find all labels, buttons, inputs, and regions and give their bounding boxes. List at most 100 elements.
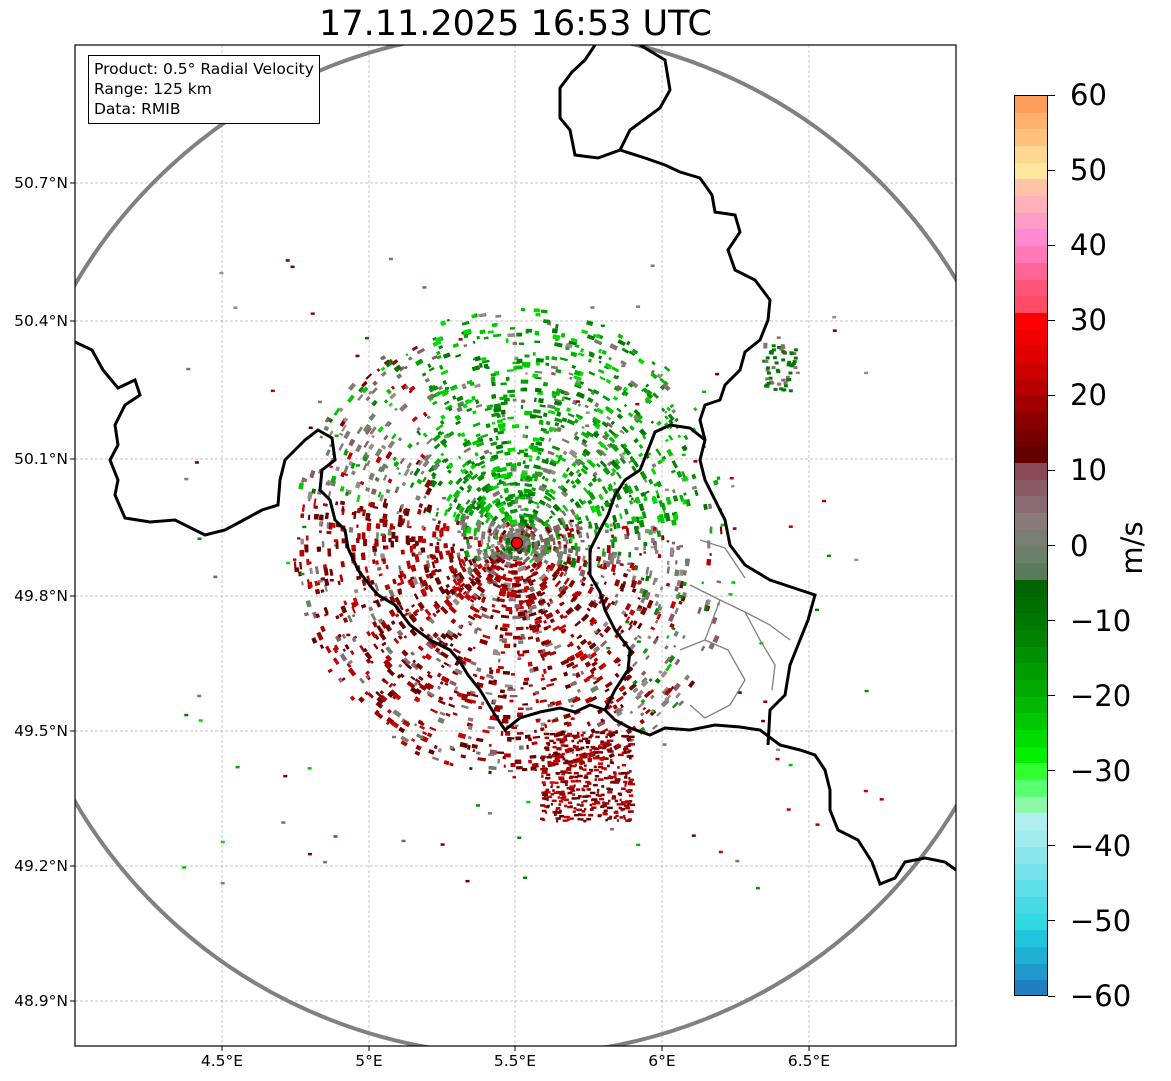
echo-pixel bbox=[604, 529, 609, 534]
echo-pixel bbox=[397, 437, 403, 442]
echo-pixel bbox=[439, 364, 444, 370]
echo-pixel bbox=[634, 546, 639, 551]
echo-pixel bbox=[675, 560, 678, 565]
echo-pixel bbox=[697, 606, 702, 614]
echo-pixel bbox=[479, 606, 488, 613]
echo-pixel bbox=[531, 500, 540, 506]
echo-pixel bbox=[446, 575, 451, 581]
echo-pixel bbox=[544, 477, 549, 482]
echo-pixel bbox=[470, 661, 477, 666]
echo-pixel bbox=[433, 744, 438, 749]
echo-pixel bbox=[438, 551, 444, 560]
echo-pixel bbox=[410, 661, 420, 671]
echo-pixel bbox=[542, 381, 549, 387]
echo-pixel bbox=[511, 570, 518, 575]
echo-pixel bbox=[448, 479, 454, 485]
echo-pixel bbox=[570, 351, 578, 358]
echo-pixel bbox=[628, 499, 634, 505]
echo-pixel bbox=[415, 441, 420, 446]
echo-pixel bbox=[654, 677, 661, 684]
echo-pixel bbox=[543, 319, 551, 324]
echo-pixel bbox=[563, 396, 571, 401]
echo-pixel bbox=[394, 596, 402, 606]
echo-pixel bbox=[598, 348, 603, 354]
echo-pixel bbox=[497, 758, 500, 764]
echo-pixel bbox=[440, 369, 449, 376]
echo-pixel bbox=[674, 607, 679, 615]
echo-pixel bbox=[422, 459, 430, 468]
echo-pixel bbox=[367, 692, 374, 699]
echo-pixel bbox=[415, 662, 424, 670]
echo-pixel bbox=[467, 566, 474, 574]
echo-pixel bbox=[446, 493, 453, 502]
echo-pixel bbox=[539, 591, 546, 597]
echo-pixel bbox=[306, 558, 310, 566]
echo-pixel bbox=[397, 634, 403, 640]
echo-pixel bbox=[581, 425, 585, 430]
echo-pixel bbox=[641, 677, 648, 684]
echo-pixel bbox=[390, 540, 394, 548]
echo-pixel bbox=[592, 473, 597, 479]
echo-pixel bbox=[520, 478, 523, 482]
echo-pixel bbox=[554, 700, 562, 707]
echo-pixel bbox=[619, 457, 627, 465]
echo-pixel bbox=[561, 417, 568, 423]
echo-pixel bbox=[652, 637, 659, 645]
echo-pixel bbox=[342, 648, 346, 652]
echo-pixel bbox=[598, 360, 602, 364]
echo-pixel bbox=[535, 441, 543, 447]
echo-pixel bbox=[517, 640, 524, 644]
echo-pixel bbox=[379, 518, 384, 524]
echo-pixel bbox=[390, 385, 396, 390]
echo-pixel bbox=[606, 545, 611, 554]
echo-pixel bbox=[535, 313, 541, 317]
echo-pixel bbox=[440, 632, 448, 640]
echo-pixel bbox=[524, 410, 533, 416]
echo-pixel bbox=[681, 634, 686, 640]
echo-pixel bbox=[639, 519, 645, 528]
echo-pixel bbox=[632, 661, 638, 667]
echo-pixel bbox=[464, 698, 473, 704]
echo-pixel bbox=[488, 679, 494, 685]
echo-pixel bbox=[518, 449, 525, 454]
echo-pixel bbox=[449, 745, 455, 750]
echo-pixel bbox=[451, 573, 458, 581]
echo-pixel bbox=[476, 667, 482, 673]
echo-pixel bbox=[455, 420, 461, 426]
echo-pixel bbox=[672, 495, 679, 502]
echo-pixel bbox=[440, 651, 449, 659]
echo-pixel bbox=[568, 579, 576, 588]
echo-pixel bbox=[435, 511, 439, 517]
echo-pixel bbox=[578, 565, 582, 572]
echo-pixel bbox=[470, 579, 475, 585]
echo-pixel bbox=[586, 721, 591, 727]
echo-pixel bbox=[651, 361, 656, 365]
echo-pixel bbox=[469, 598, 475, 603]
echo-pixel bbox=[453, 690, 459, 695]
echo-pixel bbox=[397, 663, 403, 669]
echo-pixel bbox=[437, 430, 443, 436]
echo-pixel bbox=[656, 373, 662, 379]
echo-pixel bbox=[457, 632, 462, 637]
echo-pixel bbox=[491, 603, 496, 608]
echo-pixel bbox=[532, 437, 540, 443]
echo-pixel bbox=[615, 375, 620, 380]
echo-pixel bbox=[361, 386, 369, 394]
echo-pixel bbox=[495, 449, 504, 455]
echo-pixel bbox=[644, 490, 650, 495]
echo-pixel bbox=[341, 424, 347, 432]
echo-pixel bbox=[376, 624, 383, 632]
echo-pixel bbox=[599, 449, 607, 457]
echo-pixel bbox=[482, 556, 487, 562]
echo-pixel bbox=[640, 577, 645, 581]
echo-pixel bbox=[497, 473, 501, 479]
echo-pixel bbox=[356, 494, 361, 503]
echo-pixel bbox=[348, 461, 354, 466]
echo-pixel bbox=[314, 588, 321, 595]
echo-pixel bbox=[480, 531, 486, 540]
echo-pixel bbox=[333, 407, 341, 416]
echo-pixel bbox=[634, 496, 641, 505]
echo-pixel bbox=[407, 442, 413, 449]
echo-pixel bbox=[435, 657, 442, 663]
echo-pixel bbox=[529, 754, 537, 759]
